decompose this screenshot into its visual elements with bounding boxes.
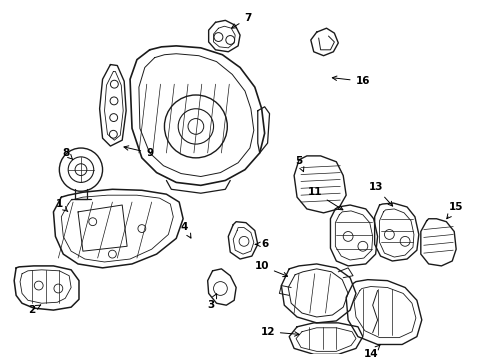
Text: 9: 9 (124, 146, 153, 158)
Text: 8: 8 (62, 148, 73, 159)
Text: 4: 4 (180, 222, 190, 238)
Text: 11: 11 (307, 187, 342, 210)
Text: 1: 1 (56, 199, 68, 212)
Text: 14: 14 (363, 345, 380, 359)
Text: 3: 3 (206, 294, 216, 310)
Text: 6: 6 (255, 239, 268, 249)
Text: 2: 2 (28, 305, 41, 315)
Text: 12: 12 (260, 327, 299, 337)
Text: 16: 16 (332, 76, 369, 86)
Text: 10: 10 (254, 261, 287, 277)
Text: 15: 15 (446, 202, 463, 219)
Text: 5: 5 (295, 156, 303, 172)
Text: 13: 13 (367, 182, 392, 206)
Text: 7: 7 (231, 13, 251, 28)
